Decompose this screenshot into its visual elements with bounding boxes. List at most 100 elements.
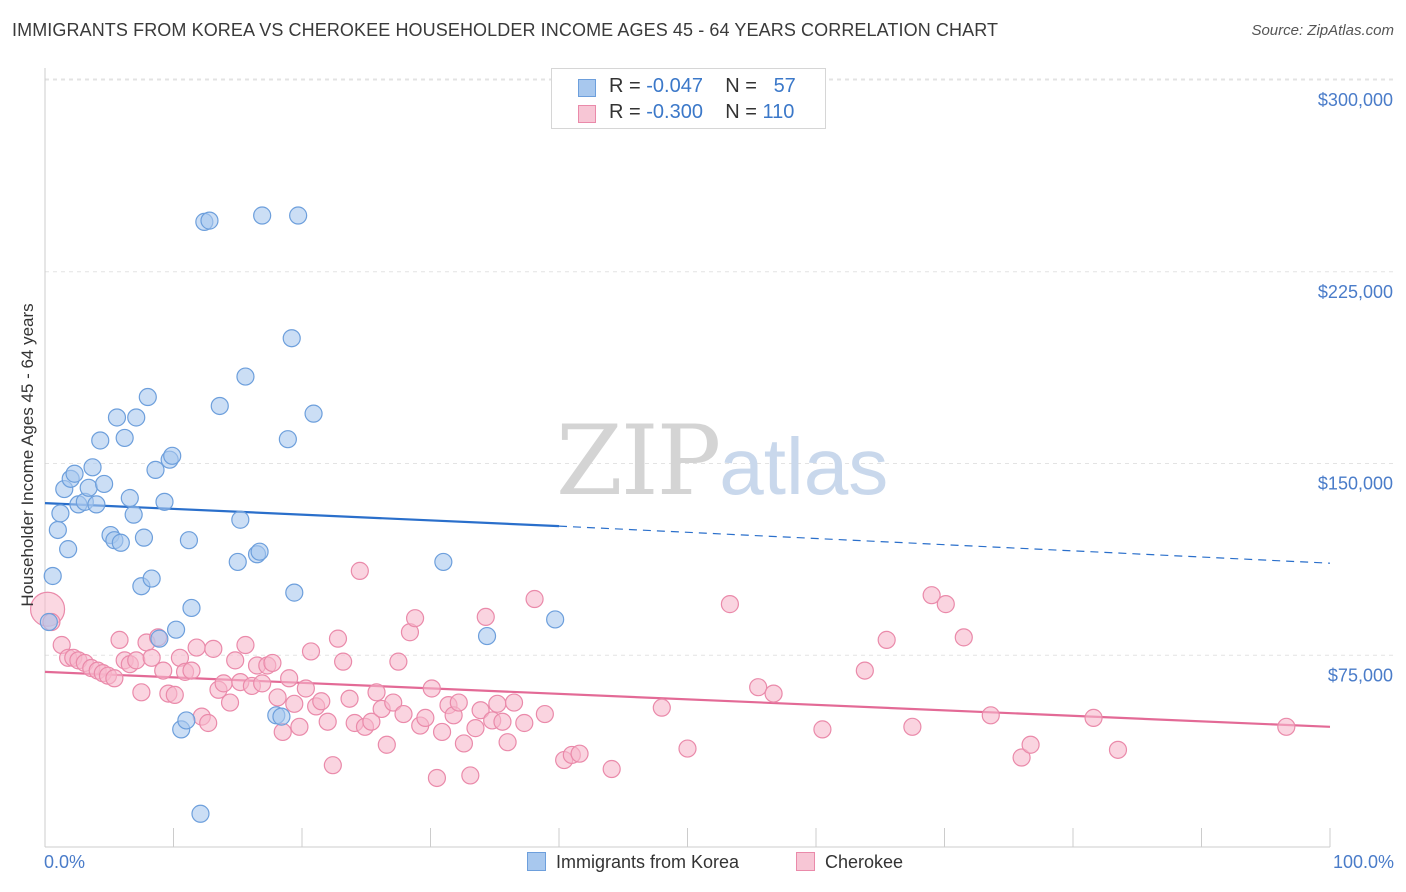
cherokee-point (570, 744, 589, 763)
korea-point (191, 804, 210, 823)
korea-point (546, 610, 565, 629)
cherokee-point (389, 652, 408, 671)
korea-point (250, 542, 269, 561)
legend-item-cherokee: Cherokee (796, 852, 903, 873)
cherokee-point (813, 720, 832, 739)
r-label: R = (609, 75, 641, 97)
korea-point (285, 583, 304, 602)
grid-lines (45, 78, 1393, 656)
cherokee-point (362, 712, 381, 731)
cherokee-point (132, 683, 151, 702)
cherokee-point (105, 669, 124, 688)
korea-point (107, 408, 127, 427)
korea-point (150, 629, 169, 648)
y-axis-label: Householder Income Ages 45 - 64 years (18, 303, 37, 607)
cherokee-point (285, 694, 304, 713)
stats-legend: R = -0.047 N = 57 R = -0.300 N = 110 (551, 68, 826, 129)
korea-point (120, 488, 139, 508)
cherokee-point (1012, 748, 1031, 767)
korea-point (200, 211, 219, 230)
cherokee-point (903, 717, 922, 736)
cherokee-point (367, 683, 386, 702)
r-label: R = (609, 101, 641, 123)
cherokee-point (280, 669, 299, 688)
cherokee-point (877, 630, 896, 650)
cherokee-point (678, 739, 697, 758)
cherokee-point (204, 639, 223, 658)
korea-swatch (578, 79, 596, 97)
x-tick-label-start: 0.0% (44, 852, 86, 872)
cherokee-point (296, 679, 315, 698)
cherokee-point (301, 642, 321, 661)
cherokee-point (535, 704, 554, 724)
cherokee-point (504, 693, 524, 712)
y-tick-label: $75,000 (1328, 665, 1393, 685)
cherokee-point (384, 693, 403, 712)
korea-point (179, 531, 199, 550)
n-label: N = (725, 101, 757, 123)
cherokee-point (328, 629, 348, 648)
cherokee-point (764, 684, 783, 703)
korea-point (155, 492, 174, 511)
cherokee-point (498, 733, 517, 752)
cherokee-point (199, 713, 218, 733)
korea-point (127, 408, 146, 427)
cherokee-point (1277, 717, 1296, 736)
korea-point (163, 446, 182, 465)
cherokee-legend-label: Cherokee (825, 852, 904, 872)
cherokee-point (340, 689, 359, 708)
cherokee-point (273, 722, 292, 742)
trend-lines (44, 502, 1331, 728)
cherokee-point (334, 652, 353, 671)
y-tick-label: $300,000 (1318, 90, 1393, 110)
cherokee-point (922, 586, 941, 605)
cherokee-point (449, 693, 468, 712)
cherokee-point (268, 688, 287, 707)
cherokee-point (515, 713, 534, 733)
korea-point (95, 474, 114, 494)
cherokee-point (110, 630, 129, 650)
korea-point (87, 495, 106, 514)
korea-point (253, 206, 272, 225)
korea-trend-line (44, 502, 560, 528)
cherokee-point (253, 674, 272, 693)
korea-point (91, 431, 110, 450)
cherokee-point (187, 638, 206, 657)
korea-point (48, 520, 67, 540)
cherokee-point (936, 595, 955, 614)
cherokee-point (405, 609, 425, 628)
cherokee-point (142, 648, 161, 667)
watermark: ZIPatlas (556, 405, 888, 517)
korea-point (124, 505, 143, 524)
cherokee-point (720, 595, 740, 614)
cherokee-point (165, 685, 184, 704)
cherokee-point (312, 692, 331, 711)
korea-point (231, 510, 250, 529)
cherokee-point (466, 719, 485, 738)
korea-point (59, 540, 78, 559)
cherokee-point (461, 766, 480, 785)
cherokee-point (154, 661, 173, 680)
cherokee-point (954, 628, 973, 647)
korea-point (272, 707, 291, 726)
n-label: N = (725, 75, 757, 97)
cherokee-point (394, 704, 413, 724)
korea-point (65, 464, 84, 483)
r-value: -0.300 (646, 101, 703, 123)
cherokee-point (127, 651, 146, 670)
cherokee-point (226, 651, 245, 670)
korea-point (289, 206, 308, 225)
cherokee-point (220, 693, 240, 712)
cherokee-point (1108, 740, 1128, 759)
cherokee-point (323, 756, 342, 775)
cherokee-point (471, 701, 490, 720)
cherokee-point (416, 708, 435, 727)
korea-trend-extension (558, 525, 1331, 564)
korea-legend-label: Immigrants from Korea (556, 852, 740, 872)
korea-point (477, 626, 497, 646)
cherokee-point (422, 679, 441, 698)
cherokee-point (214, 674, 233, 693)
cherokee-point (525, 589, 544, 609)
korea-point (182, 598, 201, 618)
axes (44, 68, 1331, 848)
